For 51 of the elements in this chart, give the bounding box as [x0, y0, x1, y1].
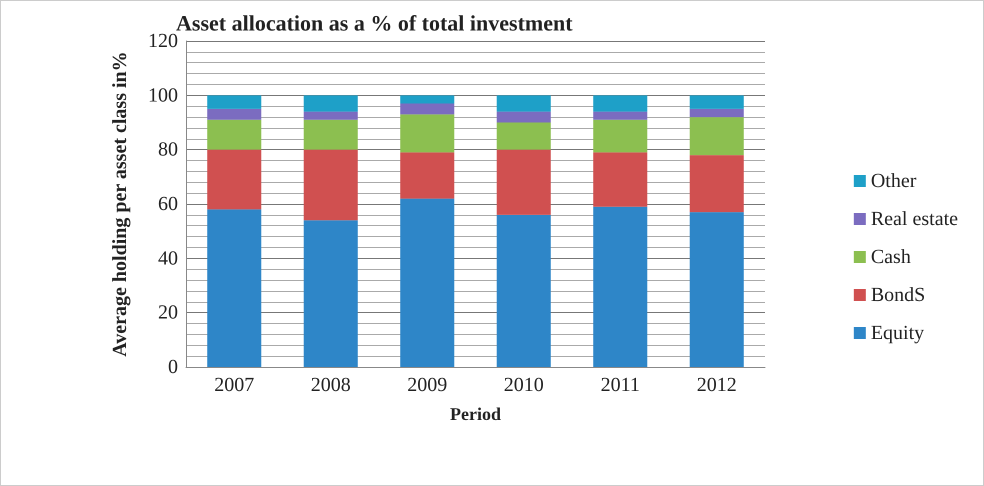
y-tick-label: 40 — [158, 247, 178, 270]
bar — [593, 112, 648, 120]
bar — [304, 95, 358, 112]
y-tick-label: 0 — [168, 356, 178, 378]
x-tick-label: 2008 — [310, 374, 351, 396]
x-tick-label: 2009 — [407, 374, 448, 396]
bar — [690, 108, 744, 118]
legend-label: Other — [870, 170, 917, 192]
bar — [400, 152, 454, 199]
bar — [496, 95, 551, 112]
x-tick-label: 2010 — [504, 374, 544, 396]
bar — [400, 114, 454, 152]
x-tick-label: 2011 — [600, 374, 640, 396]
y-tick-label: 120 — [148, 30, 178, 52]
legend-label: BondS — [870, 284, 926, 306]
bar — [593, 120, 648, 152]
bar — [207, 95, 262, 109]
bar — [304, 112, 358, 120]
y-axis-title: Average holding per asset class in% — [109, 51, 131, 357]
x-tick-label: 2012 — [696, 374, 737, 396]
y-tick-label: 60 — [158, 193, 178, 215]
bar — [304, 220, 358, 367]
x-axis-title: Period — [450, 404, 501, 424]
legend-label: Real estate — [870, 208, 958, 230]
bar — [400, 198, 454, 367]
bar — [496, 214, 551, 367]
bar — [496, 112, 551, 122]
bar — [207, 150, 262, 210]
y-tick-label: 20 — [158, 302, 178, 324]
bar — [400, 95, 454, 104]
bar — [690, 155, 744, 212]
bar — [690, 212, 744, 367]
bar — [690, 95, 744, 109]
x-tick-label: 2007 — [214, 374, 254, 396]
y-tick-label: 100 — [148, 84, 178, 106]
chart-title: Asset allocation as a % of total investment — [176, 10, 574, 36]
bar — [690, 117, 744, 156]
legend-label: Cash — [870, 246, 911, 268]
bar — [400, 103, 454, 114]
bar — [304, 120, 358, 150]
bar — [496, 122, 551, 150]
bar — [496, 150, 551, 215]
y-tick-label: 80 — [158, 138, 178, 161]
bar — [207, 108, 262, 120]
bar — [207, 120, 262, 150]
bar — [593, 152, 648, 207]
bar — [207, 209, 262, 367]
bar — [304, 150, 358, 220]
bar — [593, 206, 648, 367]
legend-label: Equity — [870, 322, 924, 344]
bar — [593, 95, 648, 112]
